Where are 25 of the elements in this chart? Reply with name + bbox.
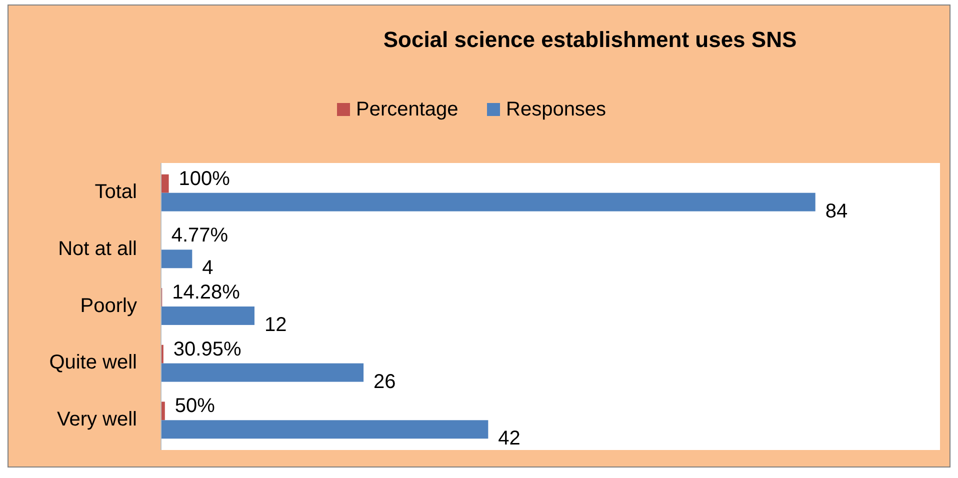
- bar: [161, 192, 816, 212]
- legend-label: Percentage: [356, 98, 458, 120]
- bar: [161, 174, 169, 193]
- data-label: 26: [374, 370, 396, 393]
- data-label: 12: [264, 314, 287, 336]
- y-tick-label: Very well: [56, 408, 137, 430]
- data-label: 4: [202, 257, 214, 280]
- bar: [161, 402, 165, 420]
- data-label: 30.95%: [173, 338, 242, 360]
- legend-label: Responses: [506, 98, 606, 120]
- y-tick-label: Not at all: [58, 238, 137, 260]
- y-tick-label: Total: [94, 181, 137, 204]
- data-label: 100%: [178, 168, 230, 190]
- bar: [161, 363, 364, 382]
- data-label: 84: [825, 200, 848, 222]
- data-label: 50%: [174, 395, 216, 418]
- data-label: 42: [498, 428, 520, 450]
- chart-title: Social science establishment uses SNS: [383, 27, 797, 52]
- bar: [161, 420, 488, 439]
- data-label: 14.28%: [172, 282, 240, 304]
- data-label: 4.77%: [171, 224, 228, 247]
- bar: [161, 306, 254, 325]
- bar: [161, 250, 192, 268]
- y-tick-label: Poorly: [80, 294, 137, 317]
- y-tick-label: Quite well: [49, 352, 137, 374]
